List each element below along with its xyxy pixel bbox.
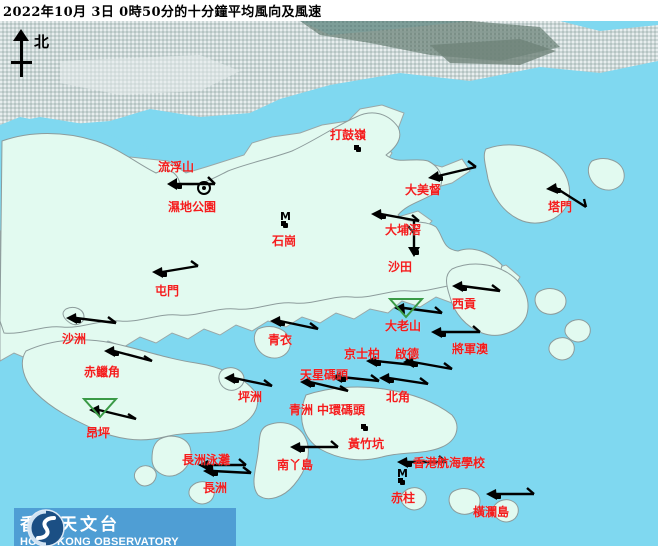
station-dot bbox=[114, 351, 119, 356]
station-dot bbox=[310, 382, 315, 387]
station-label[interactable]: 香港航海學校 bbox=[413, 456, 486, 470]
station-label[interactable]: 青衣 bbox=[268, 333, 293, 347]
mainland-satellite-area bbox=[0, 21, 658, 125]
station-dot bbox=[381, 214, 386, 219]
station-label[interactable]: 橫瀾島 bbox=[473, 505, 510, 519]
station-dot bbox=[462, 286, 467, 291]
station-label[interactable]: 昂坪 bbox=[86, 426, 111, 440]
station-dot bbox=[300, 447, 305, 452]
station-label[interactable]: 赤鱲角 bbox=[84, 365, 121, 379]
station-dot bbox=[376, 361, 381, 366]
station-dot bbox=[438, 176, 443, 181]
station-dot bbox=[356, 147, 361, 152]
station-label[interactable]: 沙田 bbox=[388, 260, 413, 274]
station-label[interactable]: 石崗 bbox=[272, 234, 297, 248]
station-dot bbox=[177, 184, 182, 189]
station-label[interactable]: 黃竹坑 bbox=[348, 437, 385, 451]
station-label[interactable]: 屯門 bbox=[155, 284, 180, 298]
calm-wind-symbol: M bbox=[397, 467, 408, 480]
station-dot bbox=[208, 465, 213, 470]
coastline-layer bbox=[0, 112, 625, 523]
station-label[interactable]: 打鼓嶺 bbox=[330, 128, 367, 142]
station-label[interactable]: 沙洲 bbox=[62, 332, 87, 346]
hko-logo: 香港天文台 HONG KONG OBSERVATORY bbox=[14, 508, 236, 546]
station-dot bbox=[389, 378, 394, 383]
station-dot bbox=[407, 462, 412, 467]
station-label[interactable]: 赤柱 bbox=[391, 491, 416, 505]
map-canvas[interactable]: 北 打鼓嶺流浮山濕地公園石崗 M 大美督塔門大埔滘沙田屯門西貢大老山沙洲 青衣京士柏啟… bbox=[0, 21, 658, 546]
north-arrow: 北 bbox=[6, 29, 66, 83]
station-dot bbox=[413, 362, 418, 367]
map-geography bbox=[0, 21, 658, 523]
station-label[interactable]: 大美督 bbox=[405, 183, 442, 197]
wind-barbs bbox=[75, 160, 588, 496]
station-dot bbox=[363, 426, 368, 431]
north-label: 北 bbox=[34, 33, 50, 51]
station-label[interactable]: 南丫島 bbox=[277, 458, 314, 472]
station-dot bbox=[162, 272, 167, 277]
station-label[interactable]: 長洲泳灘 bbox=[182, 453, 231, 467]
station-label[interactable]: 長洲 bbox=[203, 481, 228, 495]
station-dot bbox=[76, 318, 81, 323]
station-label[interactable]: 啟德 bbox=[395, 347, 420, 361]
station-dot bbox=[280, 321, 285, 326]
station-label[interactable]: 塔門 bbox=[548, 200, 573, 214]
station-label[interactable]: 北角 bbox=[386, 390, 411, 404]
station-label[interactable]: 流浮山 bbox=[158, 160, 195, 174]
north-arrow-crossbar bbox=[11, 61, 32, 64]
hko-logo-english: HONG KONG OBSERVATORY bbox=[20, 535, 179, 546]
station-label[interactable]: 濕地公園 bbox=[168, 200, 217, 214]
station-label[interactable]: 天星碼頭 bbox=[300, 368, 349, 382]
station-label[interactable]: 京士柏 bbox=[344, 347, 381, 361]
station-dot bbox=[441, 332, 446, 337]
calm-wind-symbol: M bbox=[280, 210, 291, 223]
station-label[interactable]: 中環碼頭 bbox=[317, 403, 366, 417]
station-label[interactable]: 青洲 bbox=[289, 403, 314, 417]
high-ground-triangles bbox=[81, 298, 425, 419]
hko-logo-mark bbox=[27, 509, 65, 546]
north-arrow-shaft bbox=[20, 35, 23, 77]
station-dot bbox=[556, 188, 561, 193]
page-title: 2022年10月 3日 0時50分的十分鐘平均風向及風速 bbox=[3, 5, 322, 20]
station-dot bbox=[496, 494, 501, 499]
station-dot bbox=[341, 377, 346, 382]
wetland-park-marker bbox=[197, 181, 211, 195]
station-label[interactable]: 西貢 bbox=[452, 297, 477, 311]
station-dot bbox=[283, 223, 288, 228]
station-dot bbox=[213, 471, 218, 476]
station-dot bbox=[400, 480, 405, 485]
station-label[interactable]: 坪洲 bbox=[238, 390, 263, 404]
station-label[interactable]: 大老山 bbox=[385, 319, 422, 333]
station-label[interactable]: 將軍澳 bbox=[452, 342, 489, 356]
station-dot bbox=[234, 378, 239, 383]
station-dot bbox=[414, 250, 419, 255]
station-label[interactable]: 大埔滘 bbox=[385, 223, 422, 237]
